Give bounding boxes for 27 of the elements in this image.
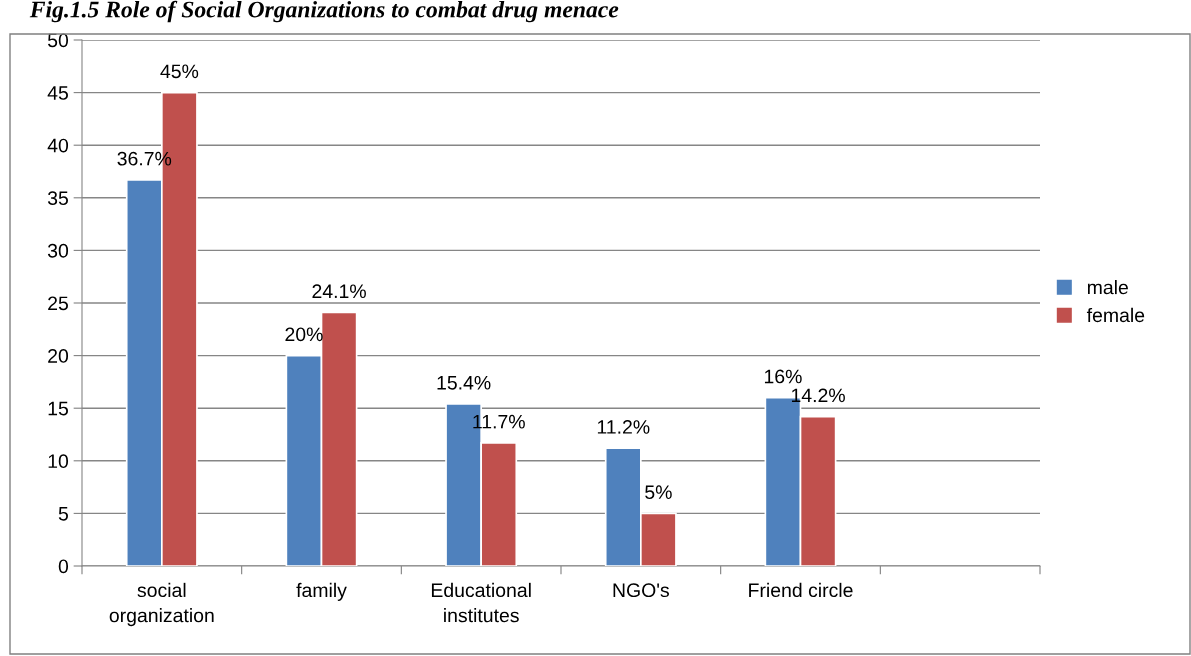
y-tick-label: 20: [48, 349, 69, 363]
data-label: 24.1%: [312, 284, 366, 299]
x-tick-label: social organization: [109, 582, 214, 627]
data-label: 11.2%: [597, 420, 650, 434]
chart-title: Fig.1.5 Role of Social Organizations to combat drug menace: [29, 0, 619, 23]
y-tick-label: 10: [48, 454, 69, 469]
data-label: 16%: [764, 369, 802, 384]
x-tick-label: Educational institutes: [431, 582, 531, 623]
y-tick-label: 30: [47, 243, 69, 258]
x-tick-label: family: [296, 582, 347, 601]
data-label: 45%: [160, 64, 199, 79]
legend-label: male: [1087, 280, 1128, 295]
legend-label: female: [1086, 307, 1145, 323]
y-tick-label: 5: [58, 507, 68, 521]
x-tick-label: Friend circle: [749, 582, 853, 598]
y-tick-label: 25: [48, 296, 68, 311]
y-tick-label: 45: [47, 86, 68, 100]
data-label: 5%: [645, 485, 672, 500]
y-tick-label: 15: [48, 401, 68, 416]
data-label: 15.4%: [437, 375, 491, 390]
y-tick-label: 0: [58, 559, 69, 574]
data-label: 14.2%: [791, 388, 845, 403]
y-tick-label: 40: [47, 138, 69, 153]
y-tick-label: 35: [47, 191, 68, 206]
data-label: 20%: [285, 327, 323, 342]
x-tick-label: NGO's: [613, 583, 669, 598]
y-tick-label: 50: [47, 33, 69, 48]
